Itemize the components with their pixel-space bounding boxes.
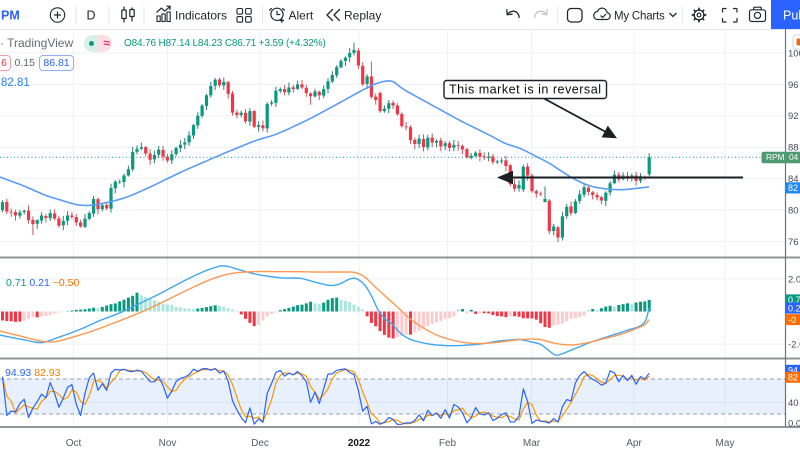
svg-text:80: 80 bbox=[788, 205, 799, 216]
svg-text:RPM: RPM bbox=[766, 152, 785, 162]
svg-text:Mar: Mar bbox=[523, 438, 541, 449]
svg-text:Replay: Replay bbox=[344, 9, 381, 23]
svg-text:Oct: Oct bbox=[66, 438, 82, 449]
svg-text:2022: 2022 bbox=[348, 438, 371, 449]
svg-text:94: 94 bbox=[788, 366, 798, 376]
svg-text:76: 76 bbox=[788, 237, 799, 248]
svg-text:Dec: Dec bbox=[251, 438, 269, 449]
svg-text:D: D bbox=[87, 9, 96, 23]
svg-text:100: 100 bbox=[788, 48, 800, 59]
svg-text:-2.00: -2.00 bbox=[788, 340, 800, 351]
svg-text:My Charts: My Charts bbox=[614, 11, 665, 23]
svg-text:Nov: Nov bbox=[159, 438, 177, 449]
svg-text:40: 40 bbox=[788, 398, 799, 409]
svg-text:92: 92 bbox=[788, 111, 799, 122]
svg-text:-0: -0 bbox=[788, 315, 796, 325]
svg-text:This market is in reversal: This market is in reversal bbox=[449, 83, 601, 97]
svg-text:96: 96 bbox=[788, 80, 799, 91]
svg-text:88: 88 bbox=[788, 143, 799, 154]
svg-text:84: 84 bbox=[788, 174, 799, 185]
svg-text:04: 04 bbox=[789, 152, 799, 162]
svg-text:0.00: 0.00 bbox=[788, 419, 800, 430]
svg-text:Apr: Apr bbox=[626, 438, 642, 449]
svg-text:Indicators: Indicators bbox=[175, 9, 227, 23]
svg-text:2.00: 2.00 bbox=[788, 274, 800, 285]
svg-text:0.7: 0.7 bbox=[788, 295, 800, 305]
svg-text:Pub: Pub bbox=[783, 9, 800, 23]
svg-text:PM: PM bbox=[1, 8, 20, 22]
svg-text:Feb: Feb bbox=[439, 438, 457, 449]
svg-text:May: May bbox=[716, 438, 735, 449]
svg-text:Alert: Alert bbox=[289, 9, 314, 23]
svg-text:82: 82 bbox=[788, 373, 798, 383]
svg-text:0.2: 0.2 bbox=[788, 303, 800, 313]
svg-text:82: 82 bbox=[788, 183, 798, 193]
